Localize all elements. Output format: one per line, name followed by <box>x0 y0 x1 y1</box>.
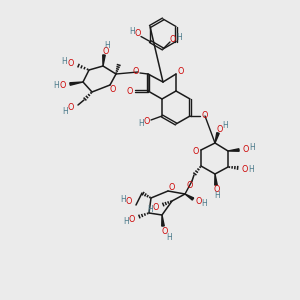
Text: H: H <box>222 122 228 130</box>
Text: H: H <box>176 34 182 43</box>
Text: H: H <box>62 106 68 116</box>
Text: H: H <box>248 166 254 175</box>
Text: O: O <box>129 214 135 224</box>
Polygon shape <box>70 82 83 85</box>
Text: H: H <box>120 196 126 205</box>
Polygon shape <box>215 174 217 185</box>
Text: O: O <box>202 112 208 121</box>
Text: O: O <box>60 80 66 89</box>
Text: O: O <box>68 58 74 68</box>
Text: H: H <box>166 232 172 242</box>
Text: O: O <box>126 197 132 206</box>
Text: O: O <box>110 85 116 94</box>
Text: H: H <box>147 205 153 214</box>
Text: O: O <box>133 68 139 76</box>
Text: O: O <box>243 145 249 154</box>
Text: O: O <box>103 46 109 56</box>
Text: H: H <box>214 190 220 200</box>
Text: O: O <box>187 182 193 190</box>
Text: O: O <box>242 164 248 173</box>
Polygon shape <box>185 194 194 200</box>
Text: O: O <box>153 202 159 211</box>
Text: H: H <box>123 217 129 226</box>
Text: O: O <box>196 196 202 206</box>
Text: O: O <box>170 35 176 44</box>
Text: O: O <box>162 227 168 236</box>
Text: O: O <box>217 124 223 134</box>
Text: O: O <box>68 103 74 112</box>
Text: O: O <box>214 185 220 194</box>
Polygon shape <box>228 149 239 151</box>
Text: O: O <box>193 148 199 157</box>
Text: H: H <box>201 199 207 208</box>
Text: H: H <box>104 41 110 50</box>
Text: O: O <box>135 29 141 38</box>
Text: O: O <box>127 86 133 95</box>
Text: H: H <box>61 56 67 65</box>
Text: H: H <box>249 143 255 152</box>
Polygon shape <box>162 215 164 226</box>
Polygon shape <box>103 55 105 66</box>
Text: O: O <box>169 184 175 193</box>
Text: O: O <box>178 68 184 76</box>
Text: O: O <box>144 118 150 127</box>
Text: H: H <box>138 119 144 128</box>
Text: H: H <box>53 82 59 91</box>
Text: H: H <box>129 27 135 36</box>
Polygon shape <box>215 133 219 143</box>
